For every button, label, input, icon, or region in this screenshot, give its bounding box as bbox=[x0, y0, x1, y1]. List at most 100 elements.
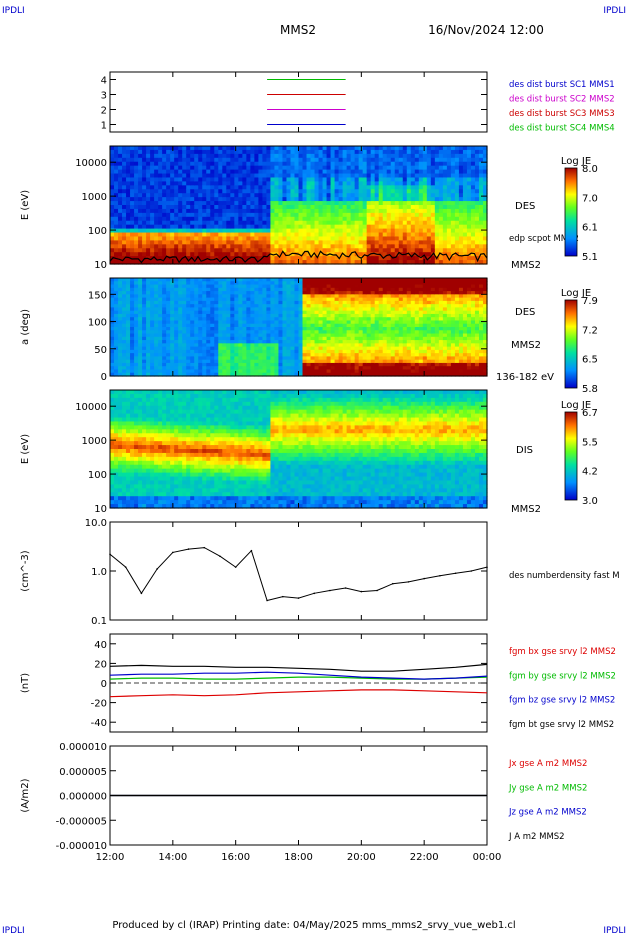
des-energy-spectrogram-cell bbox=[142, 185, 147, 190]
des-energy-spectrogram-cell bbox=[246, 154, 251, 159]
des-energy-spectrogram-cell bbox=[471, 170, 476, 175]
des-energy-spectrogram-cell bbox=[186, 252, 191, 257]
des-energy-spectrogram-cell bbox=[162, 236, 167, 241]
des-energy-spectrogram-cell bbox=[379, 236, 384, 241]
des-energy-spectrogram-cell bbox=[323, 174, 328, 179]
des-energy-spectrogram-cell bbox=[142, 193, 147, 198]
des-energy-spectrogram-cell bbox=[371, 213, 376, 218]
des-energy-spectrogram-cell bbox=[294, 213, 299, 218]
des-energy-spectrogram-cell bbox=[367, 154, 372, 159]
des-energy-spectrogram-cell bbox=[439, 170, 444, 175]
des-energy-spectrogram-cell bbox=[299, 201, 304, 206]
des-energy-spectrogram-cell bbox=[347, 201, 352, 206]
des-energy-spectrogram-cell bbox=[290, 166, 295, 171]
des-energy-spectrogram-cell bbox=[391, 162, 396, 167]
des-energy-spectrogram-cell bbox=[198, 185, 203, 190]
des-energy-spectrogram-cell bbox=[387, 150, 392, 155]
des-energy-spectrogram-cell bbox=[162, 162, 167, 167]
des-energy-spectrogram-cell bbox=[443, 174, 448, 179]
des-energy-spectrogram-cell bbox=[110, 217, 115, 222]
des-energy-spectrogram-cell bbox=[463, 221, 468, 226]
des-energy-spectrogram-cell bbox=[367, 217, 372, 222]
des-energy-spectrogram-cell bbox=[339, 170, 344, 175]
des-energy-spectrogram-cell bbox=[294, 154, 299, 159]
des-energy-spectrogram-cell bbox=[178, 154, 183, 159]
des-energy-spectrogram-cell bbox=[351, 197, 356, 202]
des-energy-spectrogram-cell bbox=[294, 248, 299, 253]
des-energy-spectrogram-cell bbox=[403, 233, 408, 238]
des-energy-spectrogram-cell bbox=[375, 213, 380, 218]
des-energy-spectrogram-cell bbox=[162, 221, 167, 226]
des-energy-spectrogram-cell bbox=[254, 229, 259, 234]
des-energy-spectrogram-cell bbox=[347, 146, 352, 151]
des-energy-spectrogram-cell bbox=[222, 189, 227, 194]
des-energy-spectrogram-cell bbox=[290, 244, 295, 249]
des-energy-spectrogram-cell bbox=[299, 248, 304, 253]
des-energy-spectrogram-cell bbox=[166, 248, 171, 253]
des-energy-spectrogram-cell bbox=[315, 150, 320, 155]
des-energy-spectrogram-cell bbox=[371, 240, 376, 245]
des-energy-spectrogram-cell bbox=[363, 248, 368, 253]
des-energy-spectrogram-cell bbox=[459, 201, 464, 206]
des-energy-spectrogram-cell bbox=[166, 205, 171, 210]
des-energy-spectrogram-cell bbox=[463, 193, 468, 198]
des-energy-spectrogram-cell bbox=[403, 170, 408, 175]
des-energy-spectrogram-cell bbox=[347, 170, 352, 175]
des-energy-spectrogram-cell bbox=[182, 197, 187, 202]
des-energy-spectrogram-cell bbox=[439, 146, 444, 151]
des-energy-spectrogram-cell bbox=[182, 236, 187, 241]
des-energy-spectrogram-cell bbox=[174, 162, 179, 167]
des-energy-spectrogram-cell bbox=[335, 197, 340, 202]
des-energy-spectrogram-cell bbox=[375, 181, 380, 186]
des-energy-spectrogram-cell bbox=[387, 244, 392, 249]
des-energy-spectrogram-cell bbox=[375, 170, 380, 175]
des-energy-spectrogram-cell bbox=[463, 158, 468, 163]
des-energy-spectrogram-cell bbox=[266, 240, 271, 245]
des-energy-spectrogram-cell bbox=[254, 166, 259, 171]
des-energy-spectrogram-cell bbox=[391, 205, 396, 210]
des-energy-spectrogram-cell bbox=[403, 225, 408, 230]
des-energy-spectrogram-cell bbox=[407, 166, 412, 171]
des-energy-spectrogram-cell bbox=[403, 240, 408, 245]
des-energy-spectrogram-cell bbox=[343, 225, 348, 230]
des-energy-spectrogram-cell bbox=[258, 201, 263, 206]
des-energy-spectrogram-cell bbox=[375, 236, 380, 241]
des-energy-spectrogram-cell bbox=[303, 154, 308, 159]
des-energy-spectrogram-cell bbox=[134, 174, 139, 179]
des-energy-spectrogram-cell bbox=[459, 209, 464, 214]
des-energy-spectrogram-cell bbox=[122, 150, 127, 155]
des-energy-spectrogram-cell bbox=[122, 166, 127, 171]
des-energy-spectrogram-cell bbox=[443, 170, 448, 175]
des-energy-spectrogram-cell bbox=[439, 162, 444, 167]
des-energy-spectrogram-cell bbox=[258, 150, 263, 155]
des-energy-spectrogram-cell bbox=[294, 197, 299, 202]
des-energy-spectrogram-cell bbox=[299, 217, 304, 222]
des-energy-spectrogram-cell bbox=[274, 154, 279, 159]
des-energy-spectrogram-cell bbox=[299, 229, 304, 234]
des-energy-spectrogram-cell bbox=[290, 162, 295, 167]
des-energy-spectrogram-cell bbox=[415, 205, 420, 210]
des-energy-spectrogram-cell bbox=[479, 233, 484, 238]
des-energy-spectrogram-cell bbox=[274, 197, 279, 202]
des-energy-spectrogram-cell bbox=[218, 185, 223, 190]
des-energy-spectrogram-cell bbox=[230, 252, 235, 257]
des-energy-spectrogram-cell bbox=[258, 209, 263, 214]
des-energy-spectrogram-cell bbox=[451, 181, 456, 186]
des-energy-spectrogram-cell bbox=[170, 154, 175, 159]
des-energy-spectrogram-cell bbox=[198, 150, 203, 155]
des-energy-spectrogram-cell bbox=[222, 221, 227, 226]
des-energy-spectrogram-cell bbox=[343, 244, 348, 249]
des-energy-spectrogram-cell bbox=[158, 233, 163, 238]
des-energy-spectrogram-cell bbox=[294, 166, 299, 171]
des-energy-spectrogram-cell bbox=[278, 181, 283, 186]
des-energy-spectrogram-cell bbox=[146, 236, 151, 241]
des-energy-spectrogram-cell bbox=[335, 162, 340, 167]
des-energy-spectrogram-cell bbox=[307, 209, 312, 214]
des-energy-spectrogram-cell bbox=[383, 170, 388, 175]
des-energy-spectrogram-cell bbox=[126, 244, 131, 249]
des-energy-spectrogram-cell bbox=[170, 225, 175, 230]
des-energy-spectrogram-cell bbox=[459, 166, 464, 171]
des-energy-spectrogram-cell bbox=[323, 181, 328, 186]
des-energy-spectrogram-cell bbox=[331, 233, 336, 238]
des-energy-spectrogram-cell bbox=[114, 181, 119, 186]
